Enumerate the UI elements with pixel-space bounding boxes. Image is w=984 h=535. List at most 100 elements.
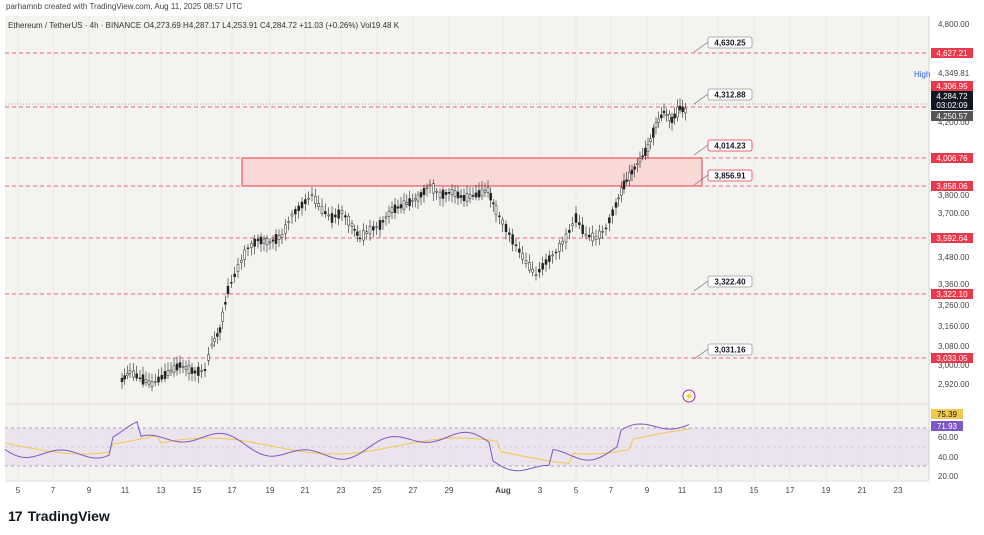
candle-body	[340, 210, 344, 214]
lightning-icon[interactable]	[682, 389, 696, 403]
level-label-box[interactable]	[707, 36, 753, 49]
level-label-box[interactable]	[707, 343, 753, 356]
candle-body	[297, 205, 300, 211]
candle-body	[307, 197, 310, 200]
time-tick: 17	[228, 486, 237, 495]
candle-body	[614, 202, 618, 208]
candle-body	[197, 366, 200, 376]
time-tick: 7	[51, 486, 56, 495]
candle-body	[203, 369, 207, 371]
candle-body	[622, 180, 626, 190]
candle-body	[494, 204, 498, 216]
candle-body	[456, 191, 460, 199]
candle-body	[594, 236, 598, 240]
time-tick: 11	[678, 486, 687, 495]
candle-body	[224, 302, 227, 305]
candle-body	[498, 215, 501, 218]
current-price-tag	[931, 91, 973, 110]
candle-body	[501, 219, 504, 225]
rsi-ma-tag	[931, 409, 963, 419]
candle-body	[534, 274, 538, 276]
candle-body	[365, 231, 368, 234]
candle-body	[428, 183, 432, 187]
candle-body	[604, 227, 608, 230]
candle-body	[419, 192, 423, 198]
level-label-box[interactable]	[707, 88, 753, 101]
candle-body	[262, 238, 266, 244]
time-tick: 7	[609, 486, 614, 495]
candle-body	[218, 327, 222, 333]
candle-body	[384, 216, 388, 219]
price-tick: 3,700.00	[938, 209, 970, 218]
candle-body	[337, 209, 340, 219]
level-label-box[interactable]	[707, 139, 753, 152]
candle-body	[416, 194, 420, 202]
candle-body	[601, 230, 604, 233]
time-tick: 29	[445, 486, 454, 495]
candle-body	[314, 196, 317, 204]
candle-body	[411, 200, 414, 202]
price-tick: 3,800.00	[938, 191, 970, 200]
price-tag	[931, 289, 973, 299]
candle-body	[544, 259, 548, 265]
candle-body	[432, 183, 435, 194]
candle-body	[375, 226, 378, 228]
level-label: 3,322.40	[714, 278, 746, 287]
candle-body	[477, 190, 481, 198]
candle-body	[598, 230, 601, 239]
time-tick: 15	[193, 486, 202, 495]
price-tag-label: 4,250.57	[936, 112, 968, 121]
level-label: 4,312.88	[714, 91, 746, 100]
time-tick: 27	[409, 486, 418, 495]
level-label-box[interactable]	[707, 169, 753, 182]
time-tick: 5	[16, 486, 21, 495]
lightning-glyph: ⚡	[684, 391, 694, 401]
candle-body	[175, 363, 179, 371]
level-label: 4,630.25	[714, 39, 746, 48]
price-tag	[931, 48, 973, 58]
price-tick: 3,080.00	[938, 342, 970, 351]
candle-body	[265, 238, 269, 245]
price-tag	[931, 111, 973, 121]
candle-body	[649, 138, 652, 143]
label-connector	[693, 174, 709, 186]
candle-body	[581, 224, 584, 234]
candle-body	[413, 198, 417, 201]
candle-body	[518, 248, 521, 253]
candle-body	[508, 232, 511, 235]
time-tick: 23	[894, 486, 903, 495]
candle-body	[588, 234, 591, 238]
level-label-box[interactable]	[707, 275, 753, 288]
candle-body	[665, 114, 668, 116]
candle-body	[181, 365, 185, 368]
candle-body	[317, 203, 320, 207]
candle-body	[280, 234, 284, 238]
label-connector	[693, 41, 709, 53]
candle-body	[268, 241, 272, 244]
candle-body	[230, 282, 233, 284]
candle-body	[304, 199, 307, 205]
rsi-line	[4, 421, 690, 472]
candle-body	[538, 268, 541, 273]
tradingview-wordmark: TradingView	[27, 508, 110, 524]
candle-body	[514, 244, 518, 247]
candle-body	[274, 234, 278, 244]
resistance-zone[interactable]	[241, 157, 703, 187]
time-tick: 15	[750, 486, 759, 495]
candle-body	[310, 193, 314, 197]
candle-body	[187, 364, 191, 374]
candle-body	[662, 110, 666, 114]
price-tag-label: 4,006.76	[936, 154, 968, 163]
candle-body	[169, 369, 173, 373]
price-tick: 3,360.00	[938, 280, 970, 289]
price-tag	[931, 181, 973, 191]
candle-body	[362, 230, 365, 241]
symbol-info: Ethereum / TetherUS · 4h · BINANCE O4,27…	[8, 21, 400, 30]
candle-body	[213, 338, 216, 342]
price-tag-label: 4,627.21	[936, 49, 968, 58]
candle-body	[564, 233, 568, 243]
tradingview-logo[interactable]: 17 TradingView	[8, 508, 110, 524]
price-tick: 2,920.00	[938, 380, 970, 389]
candle-body	[459, 195, 463, 198]
